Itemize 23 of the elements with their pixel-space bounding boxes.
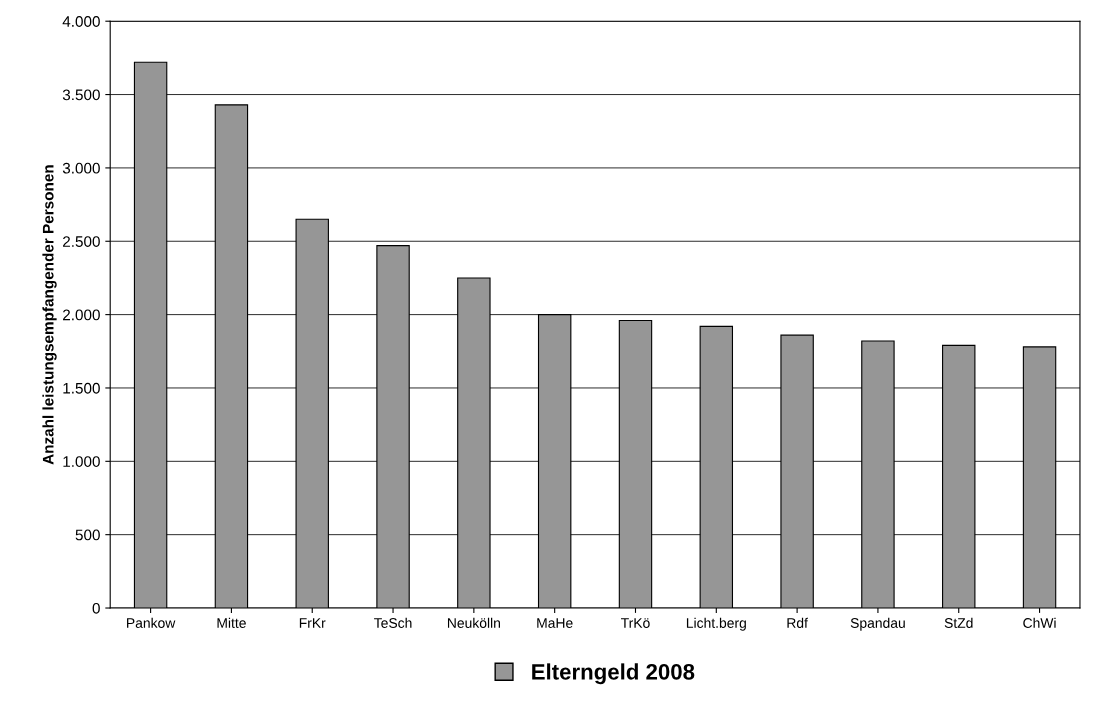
x-tick-label: ChWi bbox=[1023, 617, 1056, 628]
x-tick-label: Spandau bbox=[850, 617, 905, 631]
y-tick-label: 3.500 bbox=[62, 89, 100, 101]
y-tick-label: 1.000 bbox=[63, 456, 100, 467]
y-tick-label: 500 bbox=[75, 529, 100, 541]
y-tick-label: 2.500 bbox=[63, 236, 100, 247]
x-tick-label: Licht.berg bbox=[686, 617, 746, 631]
x-tick-label: Neukölln bbox=[447, 617, 500, 628]
x-tick-label: Mitte bbox=[217, 617, 246, 628]
x-tick-label: MaHe bbox=[537, 618, 573, 628]
y-axis-title: Anzahl leistungsempfangender Personen bbox=[42, 165, 57, 465]
x-tick-label: TeSch bbox=[374, 617, 412, 628]
x-tick-label: Rdf bbox=[787, 617, 808, 628]
x-tick-label: StZd bbox=[944, 617, 973, 628]
legend-label: Elterngeld 2008 bbox=[532, 663, 695, 685]
y-tick-label: 4.000 bbox=[62, 16, 100, 27]
y-tick-label: 2.000 bbox=[63, 309, 100, 321]
x-tick-label: TrKö bbox=[621, 618, 650, 628]
y-tick-label: 1.500 bbox=[63, 382, 100, 394]
x-tick-label: Pankow bbox=[127, 617, 176, 628]
x-tick-label: FrKr bbox=[299, 618, 326, 628]
y-tick-label: 3.000 bbox=[62, 162, 100, 174]
y-tick-label: 0 bbox=[92, 602, 100, 614]
